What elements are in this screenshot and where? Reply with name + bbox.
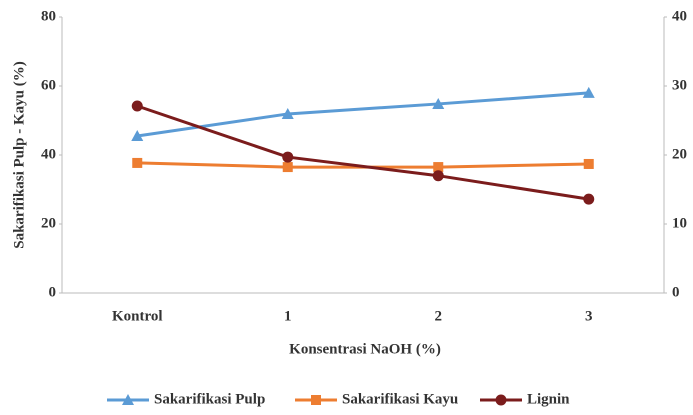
- y-tick-label: 60: [41, 77, 56, 93]
- legend-label: Sakarifikasi Kayu: [342, 391, 458, 407]
- marker: [583, 193, 595, 205]
- y-tick-label: 20: [41, 215, 56, 231]
- series-line: [136, 104, 589, 201]
- x-axis-label: Konsentrasi NaOH (%): [289, 341, 441, 357]
- y-tick-label: 0: [49, 284, 57, 300]
- x-tick-label: 1: [284, 308, 292, 324]
- marker: [433, 162, 444, 173]
- x-tick-label: Kontrol: [112, 308, 163, 324]
- y2-tick-label: 0: [672, 284, 680, 300]
- y-tick-label: 40: [41, 146, 56, 162]
- marker: [282, 151, 294, 163]
- marker: [132, 157, 143, 168]
- x-tick-label: 3: [585, 308, 593, 324]
- marker: [583, 158, 594, 169]
- series-line: [137, 91, 589, 138]
- y-axis-label: Sakarifikasi Pulp - Kayu (%): [11, 61, 27, 249]
- marker: [582, 86, 595, 98]
- y2-tick-label: 20: [672, 146, 687, 162]
- marker: [131, 100, 143, 112]
- y2-tick-label: 40: [672, 8, 687, 24]
- y2-tick-label: 30: [672, 77, 687, 93]
- y2-tick-label: 10: [672, 215, 687, 231]
- marker: [495, 394, 507, 406]
- marker: [131, 130, 144, 142]
- y-tick-label: 80: [41, 8, 56, 24]
- marker: [281, 107, 294, 119]
- marker: [432, 170, 444, 182]
- marker: [432, 97, 445, 109]
- marker: [122, 394, 134, 405]
- marker: [311, 395, 321, 405]
- x-tick-label: 2: [435, 308, 443, 324]
- legend-label: Lignin: [527, 391, 570, 407]
- marker: [282, 162, 293, 173]
- legend-label: Sakarifikasi Pulp: [154, 391, 265, 407]
